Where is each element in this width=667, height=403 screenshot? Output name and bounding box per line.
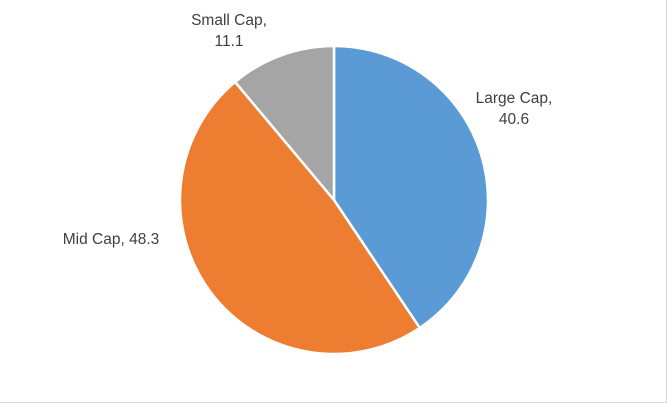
data-label-mid-cap: Mid Cap, 48.3 [63,231,160,248]
data-label-small-cap: Small Cap, 11.1 [191,12,267,50]
pie-slice-mid-cap [178,80,422,356]
data-label-line: Mid Cap, 48.3 [63,231,160,248]
data-label-line: Small Cap, [191,12,267,29]
data-label-line: Large Cap, [476,90,553,107]
pie-slices [178,44,490,356]
data-label-large-cap: Large Cap, 40.6 [476,90,553,128]
data-label-line: 40.6 [499,111,529,128]
pie-slice-large-cap [332,44,490,330]
pie-data-labels: Large Cap, 40.6 Mid Cap, 48.3 Small Cap, 11.… [63,12,553,248]
pie-slice-small-cap [233,44,336,202]
data-label-line: 11.1 [214,33,243,50]
